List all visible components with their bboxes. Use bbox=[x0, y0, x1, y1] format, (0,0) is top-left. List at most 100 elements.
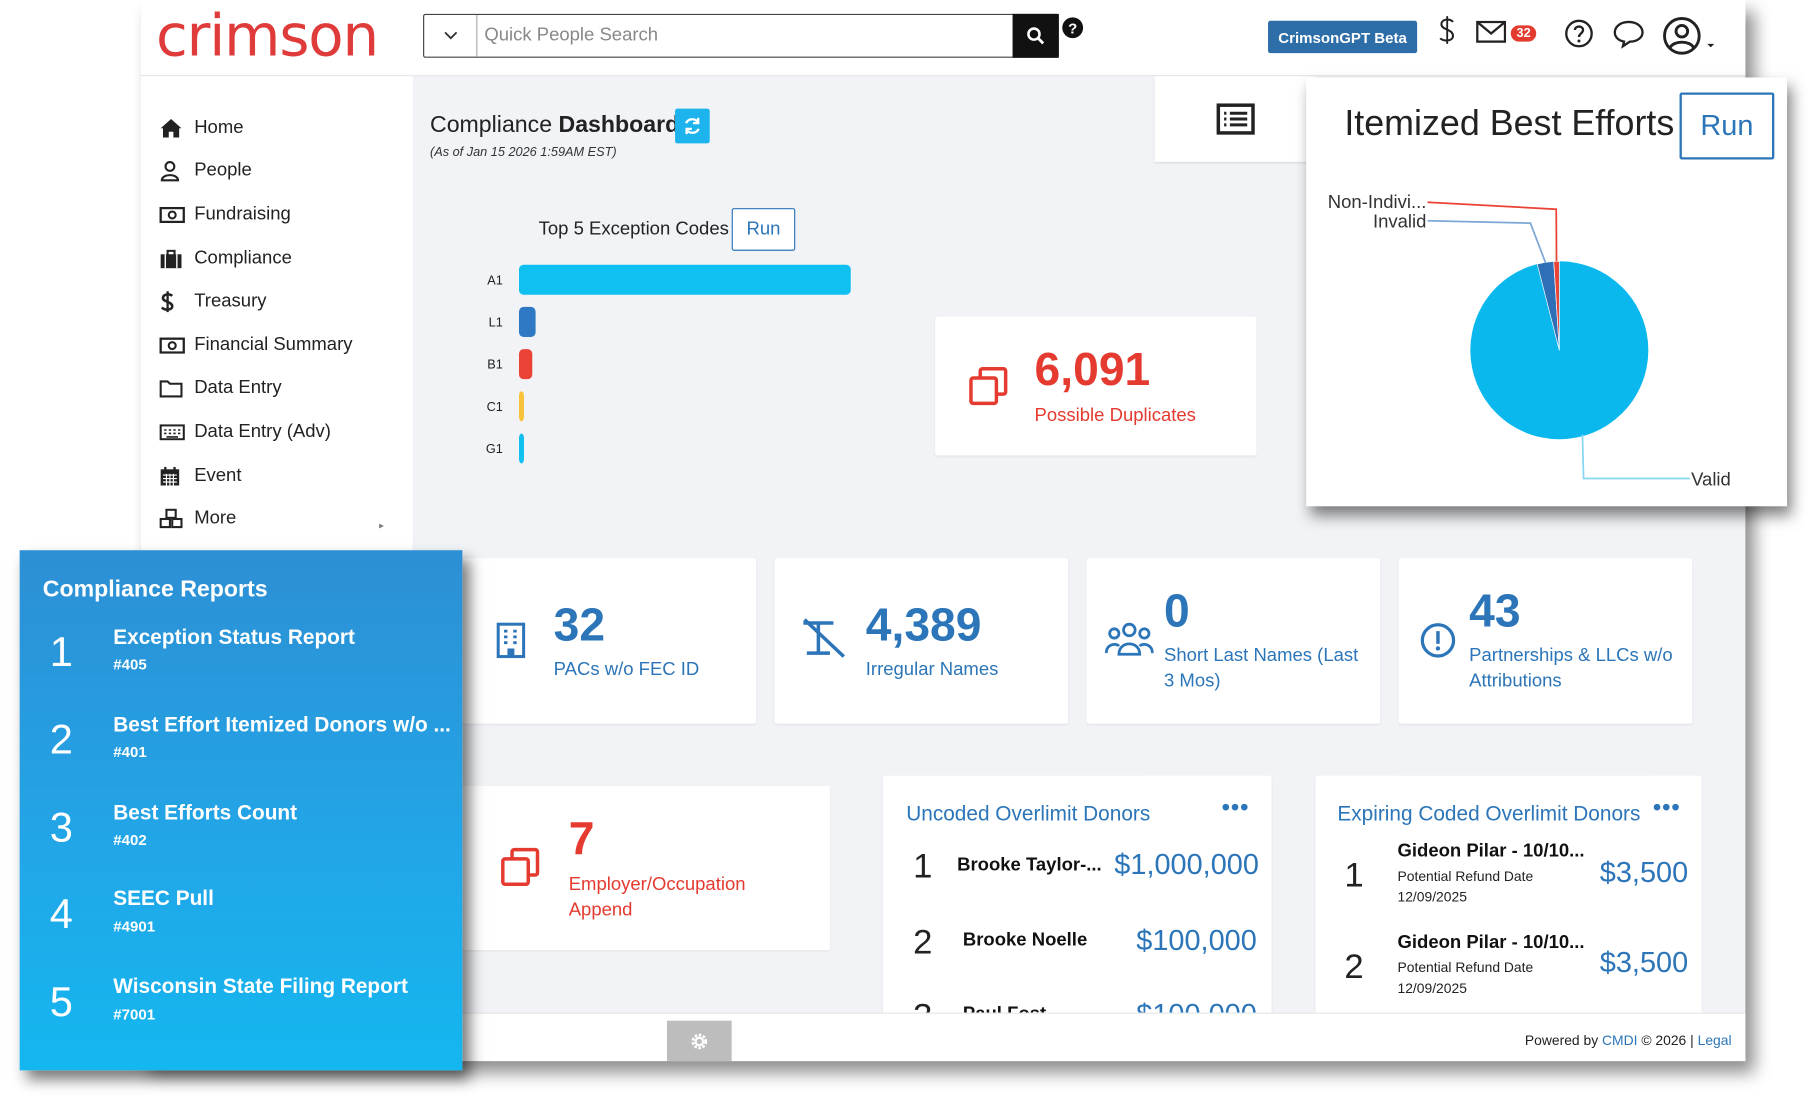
sidebar-item-treasury[interactable]: Treasury bbox=[160, 288, 267, 316]
sidebar-item-financial-summary[interactable]: Financial Summary bbox=[159, 332, 353, 360]
refund-date-label: Potential Refund Date bbox=[1397, 959, 1534, 976]
crimsongpt-beta-button[interactable]: CrimsonGPT Beta bbox=[1268, 20, 1418, 54]
short-last-names-card[interactable]: 0 Short Last Names (Last 3 Mos) bbox=[1086, 558, 1381, 724]
report-name: Best Effort Itemized Donors w/o ... bbox=[113, 713, 451, 737]
dollar-icon[interactable] bbox=[1437, 14, 1458, 52]
chat-icon[interactable] bbox=[1612, 18, 1644, 54]
report-number: 3 bbox=[49, 803, 73, 851]
chevron-right-icon: ▸ bbox=[379, 520, 384, 531]
refund-date-label: Potential Refund Date bbox=[1397, 868, 1534, 885]
report-name: Exception Status Report bbox=[113, 625, 355, 649]
donor-amount: $100,000 bbox=[1136, 924, 1257, 958]
uncoded-menu-button[interactable]: ••• bbox=[1221, 795, 1250, 821]
briefcase-icon bbox=[160, 249, 182, 268]
donor-amount: $3,500 bbox=[1599, 946, 1689, 980]
partnerships-label: Partnerships & LLCs w/o Attributions bbox=[1469, 646, 1673, 692]
donor-name: Gideon Pilar - 10/10... bbox=[1397, 841, 1585, 862]
pie-slice-non-individual[interactable] bbox=[1553, 260, 1560, 351]
money-icon bbox=[159, 337, 185, 354]
itemized-run-button[interactable]: Run bbox=[1679, 92, 1775, 160]
sidebar-item-compliance[interactable]: Compliance bbox=[160, 245, 292, 273]
uncoded-title[interactable]: Uncoded Overlimit Donors bbox=[906, 802, 1151, 826]
report-id: #4901 bbox=[113, 917, 156, 936]
sidebar-item-more[interactable]: More bbox=[159, 505, 237, 533]
expiring-menu-button[interactable]: ••• bbox=[1652, 795, 1681, 821]
sidebar-item-label: Financial Summary bbox=[194, 335, 353, 355]
top-bar: crimson ? CrimsonGPT Beta 32 bbox=[141, 0, 1746, 77]
keyboard-icon bbox=[159, 424, 185, 441]
sidebar-item-fundraising[interactable]: Fundraising bbox=[159, 201, 291, 229]
refresh-icon bbox=[684, 117, 700, 135]
donor-name: Gideon Pilar - 10/10... bbox=[1397, 932, 1585, 953]
report-name: Wisconsin State Filing Report bbox=[113, 974, 408, 998]
refund-date-value: 12/09/2025 bbox=[1397, 980, 1467, 997]
sidebar-item-label: More bbox=[194, 508, 237, 529]
refresh-button[interactable] bbox=[675, 108, 710, 144]
sidebar-item-event[interactable]: Event bbox=[160, 462, 241, 490]
cmdi-link[interactable]: CMDI bbox=[1602, 1032, 1638, 1049]
bar-g1[interactable] bbox=[519, 433, 524, 464]
bar-a1[interactable] bbox=[519, 264, 851, 295]
user-account-icon[interactable] bbox=[1662, 16, 1715, 61]
partnerships-value: 43 bbox=[1469, 586, 1521, 637]
report-name: Best Efforts Count bbox=[113, 801, 298, 825]
help-icon[interactable] bbox=[1564, 18, 1594, 54]
bar-label: C1 bbox=[487, 399, 503, 414]
list-view-tab[interactable] bbox=[1154, 76, 1317, 162]
list-icon bbox=[1216, 103, 1255, 135]
possible-duplicates-card[interactable]: 6,091 Possible Duplicates bbox=[935, 316, 1257, 456]
mail-badge: 32 bbox=[1510, 25, 1537, 42]
sidebar-item-label: Fundraising bbox=[194, 204, 291, 225]
donor-name: Brooke Taylor-... bbox=[957, 855, 1102, 876]
employer-occupation-card[interactable]: 7 Employer/Occupation Append bbox=[462, 786, 830, 951]
pie-label: Non-Indivi... bbox=[1328, 191, 1427, 212]
legal-link[interactable]: Legal bbox=[1697, 1032, 1732, 1049]
bar-l1[interactable] bbox=[519, 306, 536, 337]
exception-codes-run-button[interactable]: Run bbox=[731, 208, 796, 251]
sidebar-item-data-entry[interactable]: Data Entry bbox=[159, 375, 282, 403]
duplicates-value: 6,091 bbox=[1034, 344, 1151, 396]
sidebar-item-label: Treasury bbox=[194, 291, 267, 311]
mail-icon[interactable] bbox=[1476, 20, 1507, 50]
home-icon bbox=[160, 119, 182, 138]
itemized-pie-chart: Non-Indivi...Invalid Valid bbox=[1328, 191, 1731, 489]
search-button[interactable] bbox=[1012, 13, 1059, 58]
dollar-icon bbox=[160, 291, 174, 313]
page-title-prefix: Compliance bbox=[429, 112, 553, 138]
duplicates-label: Possible Duplicates bbox=[1034, 405, 1196, 426]
quick-people-search-input[interactable] bbox=[484, 15, 993, 57]
bar-c1[interactable] bbox=[519, 391, 524, 422]
cubes-icon bbox=[159, 508, 183, 529]
bar-b1[interactable] bbox=[519, 349, 533, 380]
bar-label: A1 bbox=[487, 272, 503, 287]
sidebar-item-people[interactable]: People bbox=[160, 157, 252, 185]
expiring-title[interactable]: Expiring Coded Overlimit Donors bbox=[1337, 802, 1641, 826]
pacs-card[interactable]: 32 PACs w/o FEC ID bbox=[462, 558, 756, 724]
bar-label: L1 bbox=[489, 315, 503, 330]
donor-rank: 2 bbox=[1344, 947, 1364, 986]
donor-name: Brooke Noelle bbox=[962, 930, 1088, 951]
money-icon bbox=[159, 206, 185, 224]
report-number: 4 bbox=[49, 890, 73, 938]
donor-rank: 2 bbox=[913, 923, 933, 962]
donor-amount: $1,000,000 bbox=[1114, 848, 1259, 881]
search-help-icon[interactable]: ? bbox=[1062, 17, 1084, 39]
report-number: 2 bbox=[49, 715, 73, 763]
powered-by-prefix: Powered by bbox=[1524, 1032, 1599, 1049]
uncoded-overlimit-card: Uncoded Overlimit Donors ••• 1 Brooke Ta… bbox=[883, 775, 1272, 1030]
search-scope-dropdown[interactable] bbox=[424, 15, 478, 57]
bar-label: G1 bbox=[486, 441, 503, 456]
partnerships-card[interactable]: 43 Partnerships & LLCs w/o Attributions bbox=[1398, 558, 1693, 724]
exception-codes-chart: A1 L1 B1 C1 G1 bbox=[486, 264, 851, 464]
pie-label: Valid bbox=[1691, 468, 1731, 489]
person-icon bbox=[160, 161, 180, 182]
sidebar-item-home[interactable]: Home bbox=[160, 114, 244, 142]
donor-amount: $3,500 bbox=[1599, 856, 1689, 889]
sidebar-item-label: Data Entry (Adv) bbox=[194, 421, 331, 442]
settings-tab[interactable] bbox=[666, 1020, 732, 1062]
irregular-names-card[interactable]: 4,389 Irregular Names bbox=[774, 558, 1069, 724]
pacs-label: PACs w/o FEC ID bbox=[553, 660, 700, 680]
sidebar-item-data-entry-adv[interactable]: Data Entry (Adv) bbox=[159, 418, 331, 446]
crimson-logo[interactable]: crimson bbox=[156, 2, 379, 70]
